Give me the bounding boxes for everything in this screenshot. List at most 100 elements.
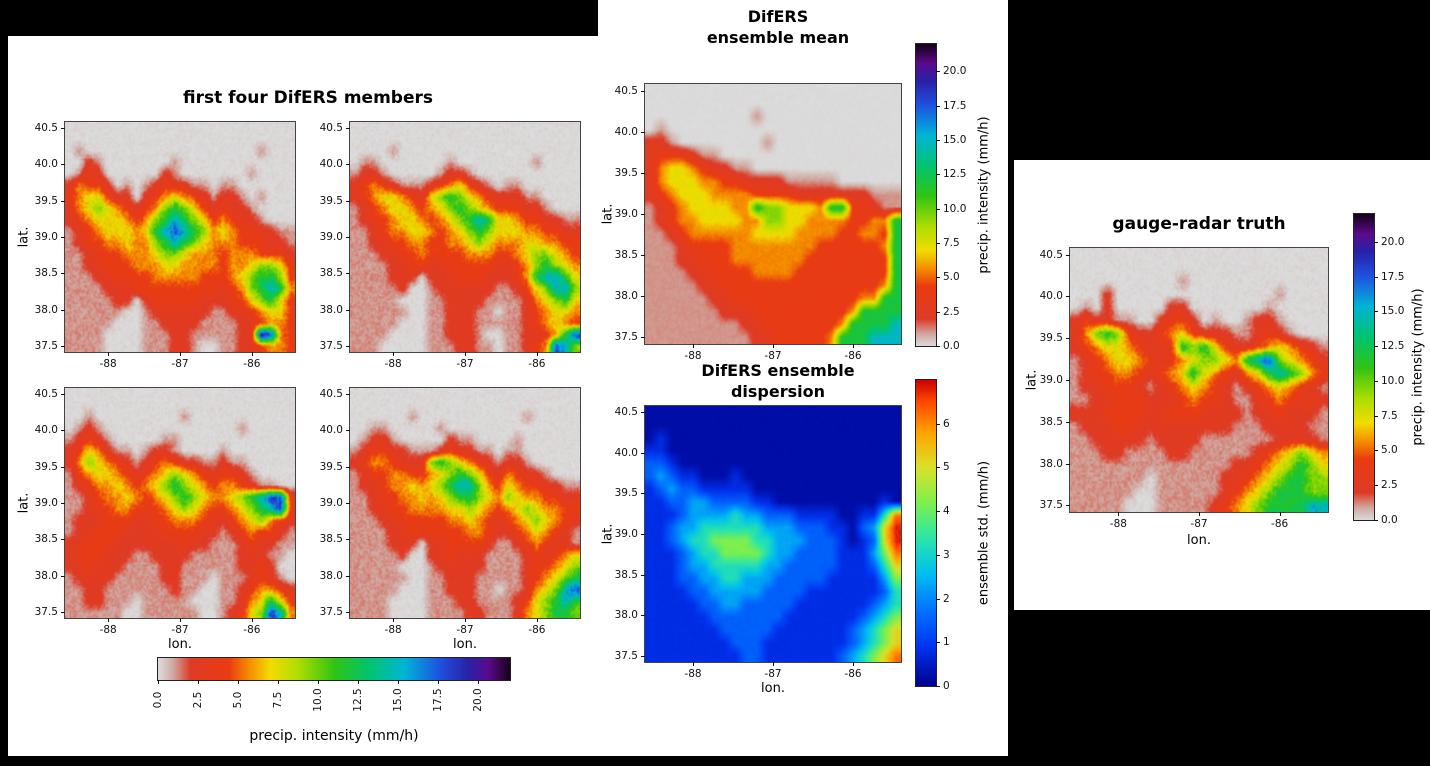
y-tick-mark	[1066, 338, 1070, 340]
x-tick-mark	[108, 352, 110, 356]
dispersion-title: DifERS ensemble dispersion	[598, 360, 958, 402]
colorbar-tick-label: 10.0	[312, 688, 324, 712]
colorbar-tick-mark	[936, 140, 940, 142]
colorbar-tick-mark	[936, 467, 940, 469]
x-tick-label: -86	[844, 350, 862, 362]
x-tick-mark	[1118, 512, 1120, 516]
colorbar-dispersion-label: ensemble std. (mm/h)	[976, 460, 992, 606]
colorbar-tick-label: 10.0	[1381, 374, 1405, 387]
y-tick-mark	[346, 503, 350, 504]
colorbar-tick-label: 5	[943, 461, 950, 474]
colorbar-tick-mark	[936, 642, 940, 644]
x-tick-label: -88	[1109, 518, 1127, 530]
y-tick-label: 39.5	[614, 166, 638, 179]
colorbar-tick-mark	[936, 243, 940, 245]
colorbar-mean-canvas	[916, 44, 936, 346]
y-tick-mark	[61, 127, 65, 129]
heatmap-ensemble-dispersion: -88 -87 -86 40.5 40.0 39.5 39.0 38.5 38.0 37.5	[615, 405, 902, 680]
colorbar-tick-mark	[936, 311, 940, 313]
colorbar-mean-label: precip. intensity (mm/h)	[976, 116, 992, 274]
colorbar-tick-mark	[278, 680, 279, 684]
y-tick-label: 38.5	[614, 249, 638, 262]
y-tick-label: 40.0	[614, 446, 638, 459]
y-tick-label: 40.5	[614, 406, 638, 419]
y-tick-label: 39.5	[34, 460, 58, 473]
colorbar-dispersion-canvas	[916, 380, 936, 686]
dispersion-title-line1: DifERS ensemble	[701, 361, 855, 380]
y-tick-mark	[61, 503, 65, 504]
y-tick-mark	[61, 273, 65, 275]
x-tick-mark	[465, 352, 466, 356]
y-tick-label: 39.5	[614, 487, 638, 500]
heatmap-member-1: -88 -87 -86 40.5 40.0 39.5 39.0 38.5 38.0 37.5	[35, 121, 296, 370]
y-tick-label: 38.0	[319, 569, 343, 582]
y-tick-mark	[346, 612, 350, 614]
colorbar-tick-label: 5.0	[1381, 444, 1398, 457]
colorbar-tick-label: 7.5	[943, 237, 960, 250]
x-tick-label: -87	[171, 358, 189, 370]
x-tick-mark	[1199, 512, 1200, 516]
y-tick-label: 40.5	[34, 121, 58, 134]
y-tick-label: 39.0	[614, 208, 638, 220]
y-tick-mark	[346, 466, 350, 468]
colorbar-tick-mark	[936, 686, 940, 687]
colorbar-tick-mark	[158, 680, 159, 684]
y-tick-mark	[1066, 505, 1070, 507]
colorbar-tick-label: 2.5	[192, 691, 204, 709]
y-tick-label: 40.5	[1039, 248, 1063, 261]
y-tick-label: 39.0	[614, 528, 638, 540]
x-tick-label: -87	[171, 624, 189, 636]
colorbar-tick-mark	[936, 511, 940, 513]
x-tick-mark	[465, 618, 466, 622]
y-tick-mark	[346, 237, 350, 238]
heatmap-truth: -88 -87 -86 40.5 40.0 39.5 39.0 38.5 38.0 37.5	[1040, 247, 1329, 530]
y-tick-mark	[346, 164, 350, 166]
x-tick-mark	[1279, 512, 1281, 516]
y-tick-mark	[346, 127, 350, 129]
colorbar-tick-mark	[1374, 450, 1378, 452]
y-tick-label: 38.0	[614, 290, 638, 303]
y-tick-label: 38.5	[614, 568, 638, 581]
heatmap-member-2: -88 -87 -86 40.5 40.0 39.5 39.0 38.5 38.0 37.5	[320, 121, 581, 370]
colorbar-members-canvas	[158, 658, 510, 680]
y-tick-mark	[61, 539, 65, 541]
x-tick-mark	[853, 662, 854, 666]
y-tick-label: 40.0	[34, 424, 58, 437]
colorbar-tick-label: 20.0	[1381, 235, 1405, 248]
x-tick-label: -86	[1271, 518, 1289, 530]
y-tick-mark	[61, 393, 65, 395]
colorbar-tick-mark	[1374, 276, 1378, 278]
colorbar-tick-mark	[1374, 311, 1378, 313]
y-tick-mark	[641, 534, 645, 535]
y-tick-mark	[346, 575, 350, 577]
xlabel-lon-member-3: lon.	[168, 637, 192, 652]
x-tick-label: -88	[384, 624, 402, 636]
ylabel-lat-member-1: lat.	[16, 226, 32, 248]
x-tick-mark	[693, 344, 694, 348]
y-tick-label: 37.5	[319, 606, 343, 619]
x-tick-label: -87	[764, 668, 782, 680]
colorbar-tick-mark	[1374, 485, 1378, 487]
y-tick-mark	[61, 309, 65, 311]
colorbar-tick-mark	[936, 208, 940, 210]
colorbar-tick-mark	[1374, 415, 1378, 417]
y-tick-mark	[61, 200, 65, 202]
y-tick-label: 39.0	[34, 497, 58, 509]
truth-title: gauge-radar truth	[1112, 214, 1286, 234]
y-tick-mark	[641, 574, 645, 576]
x-tick-label: -87	[1190, 518, 1208, 530]
colorbar-tick-label: 0.0	[152, 691, 164, 709]
colorbar-tick-label: 10.0	[943, 202, 967, 215]
colorbar-tick-label: 2	[943, 592, 950, 605]
colorbar-truth-label: precip. intensity (mm/h)	[1410, 288, 1426, 446]
mean-title: DifERS ensemble mean	[598, 6, 958, 48]
x-tick-label: -86	[528, 624, 546, 636]
colorbar-tick-label: 7.5	[272, 691, 284, 709]
x-tick-mark	[108, 618, 110, 622]
colorbar-mean-precip: 0.0 2.5 5.0 7.5 10.0 12.5 15.0 17.5 20.0	[915, 43, 966, 352]
x-tick-mark	[180, 352, 181, 356]
y-tick-label: 39.5	[34, 194, 58, 207]
x-tick-label: -87	[456, 624, 474, 636]
colorbar-tick-mark	[1374, 520, 1378, 521]
y-tick-label: 38.5	[1039, 415, 1063, 428]
